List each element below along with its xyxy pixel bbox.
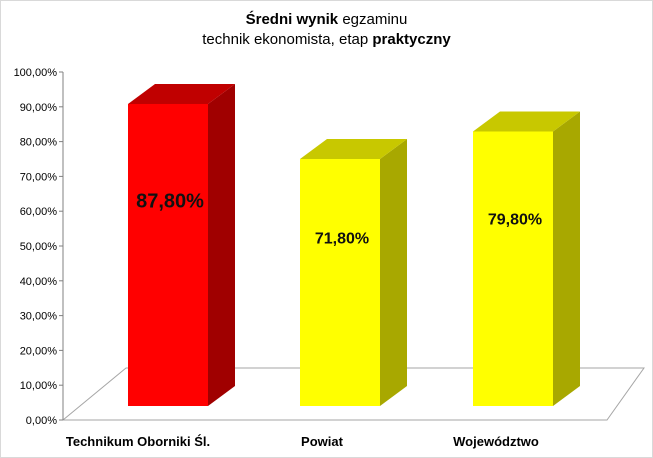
title-bold-1: Średni wynik bbox=[245, 11, 339, 28]
bar-side-face bbox=[553, 111, 580, 406]
category-label: Technikum Oborniki Śl. bbox=[66, 434, 210, 449]
y-tick-label: 60,00% bbox=[20, 206, 58, 218]
y-tick-label: 90,00% bbox=[20, 102, 58, 114]
chart-title: Średni wynik egzaminu technik ekonomista… bbox=[0, 10, 653, 50]
bar bbox=[473, 131, 553, 406]
bar-side-face bbox=[380, 139, 407, 406]
category-label: Województwo bbox=[453, 434, 539, 449]
title-rest-1: egzaminu bbox=[338, 11, 408, 28]
bar-top-face bbox=[128, 83, 235, 104]
title-bold-2: praktyczny bbox=[372, 31, 451, 48]
y-tick-label: 20,00% bbox=[20, 345, 58, 357]
y-tick-label: 40,00% bbox=[20, 276, 58, 288]
title-line-1: Średni wynik egzaminu bbox=[0, 10, 653, 30]
y-tick-label: 30,00% bbox=[20, 311, 58, 323]
y-tick-label: 10,00% bbox=[20, 380, 58, 392]
data-label: 87,80% bbox=[136, 191, 204, 213]
category-label: Powiat bbox=[301, 434, 344, 449]
bar-side-face bbox=[208, 83, 235, 406]
y-tick-label: 100,00% bbox=[14, 67, 58, 79]
title-line-2: technik ekonomista, etap praktyczny bbox=[0, 30, 653, 50]
bar bbox=[128, 103, 208, 406]
y-tick-label: 0,00% bbox=[26, 415, 57, 427]
data-label: 79,80% bbox=[488, 212, 542, 229]
data-label: 71,80% bbox=[315, 231, 369, 248]
y-tick-label: 80,00% bbox=[20, 137, 58, 149]
y-tick-label: 50,00% bbox=[20, 241, 58, 253]
bar-top-face bbox=[300, 139, 407, 160]
bar bbox=[300, 159, 380, 406]
title-rest-2: technik ekonomista, etap bbox=[202, 31, 373, 48]
y-tick-label: 70,00% bbox=[20, 171, 58, 183]
bar-top-face bbox=[473, 111, 580, 132]
